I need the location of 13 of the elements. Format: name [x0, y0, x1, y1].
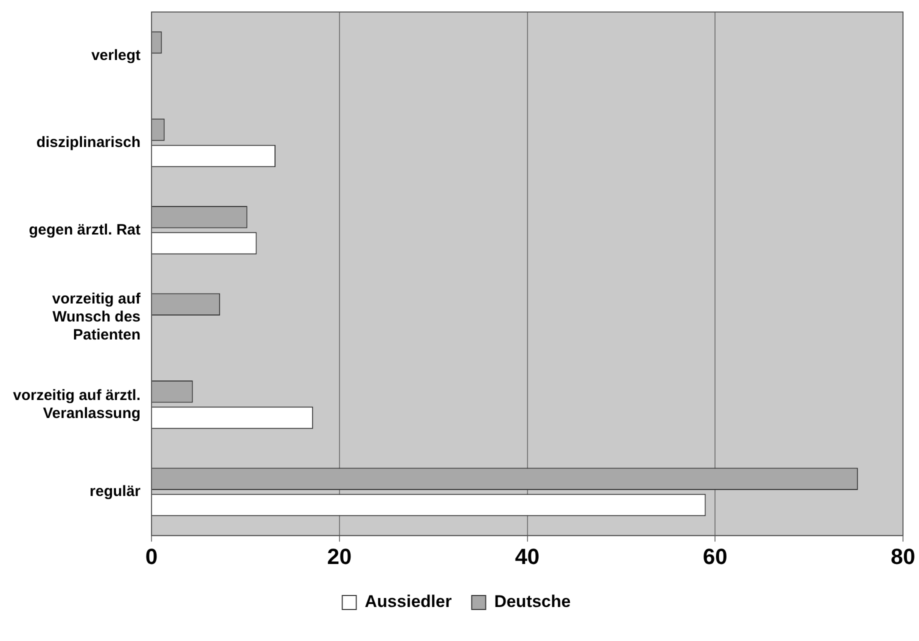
- x-tick-label: 20: [327, 544, 352, 569]
- x-tick-label: 80: [890, 544, 916, 569]
- y-tick-label: regulär: [90, 483, 141, 500]
- x-tick-label: 40: [515, 544, 540, 569]
- y-tick-label: disziplinarisch: [36, 134, 141, 152]
- x-tick-label: 0: [145, 544, 158, 569]
- y-tick-label: vorzeitig auf ärztl. Veranlassung: [12, 386, 141, 422]
- y-tick-label: verlegt: [91, 46, 141, 64]
- y-tick-label: vorzeitig auf Wunsch des Patienten: [52, 290, 142, 344]
- y-tick-label: gegen ärztl. Rat: [28, 221, 141, 238]
- legend-label: Deutsche: [494, 592, 571, 612]
- legend-label: Aussiedler: [364, 592, 452, 612]
- x-tick-label: 60: [702, 544, 728, 569]
